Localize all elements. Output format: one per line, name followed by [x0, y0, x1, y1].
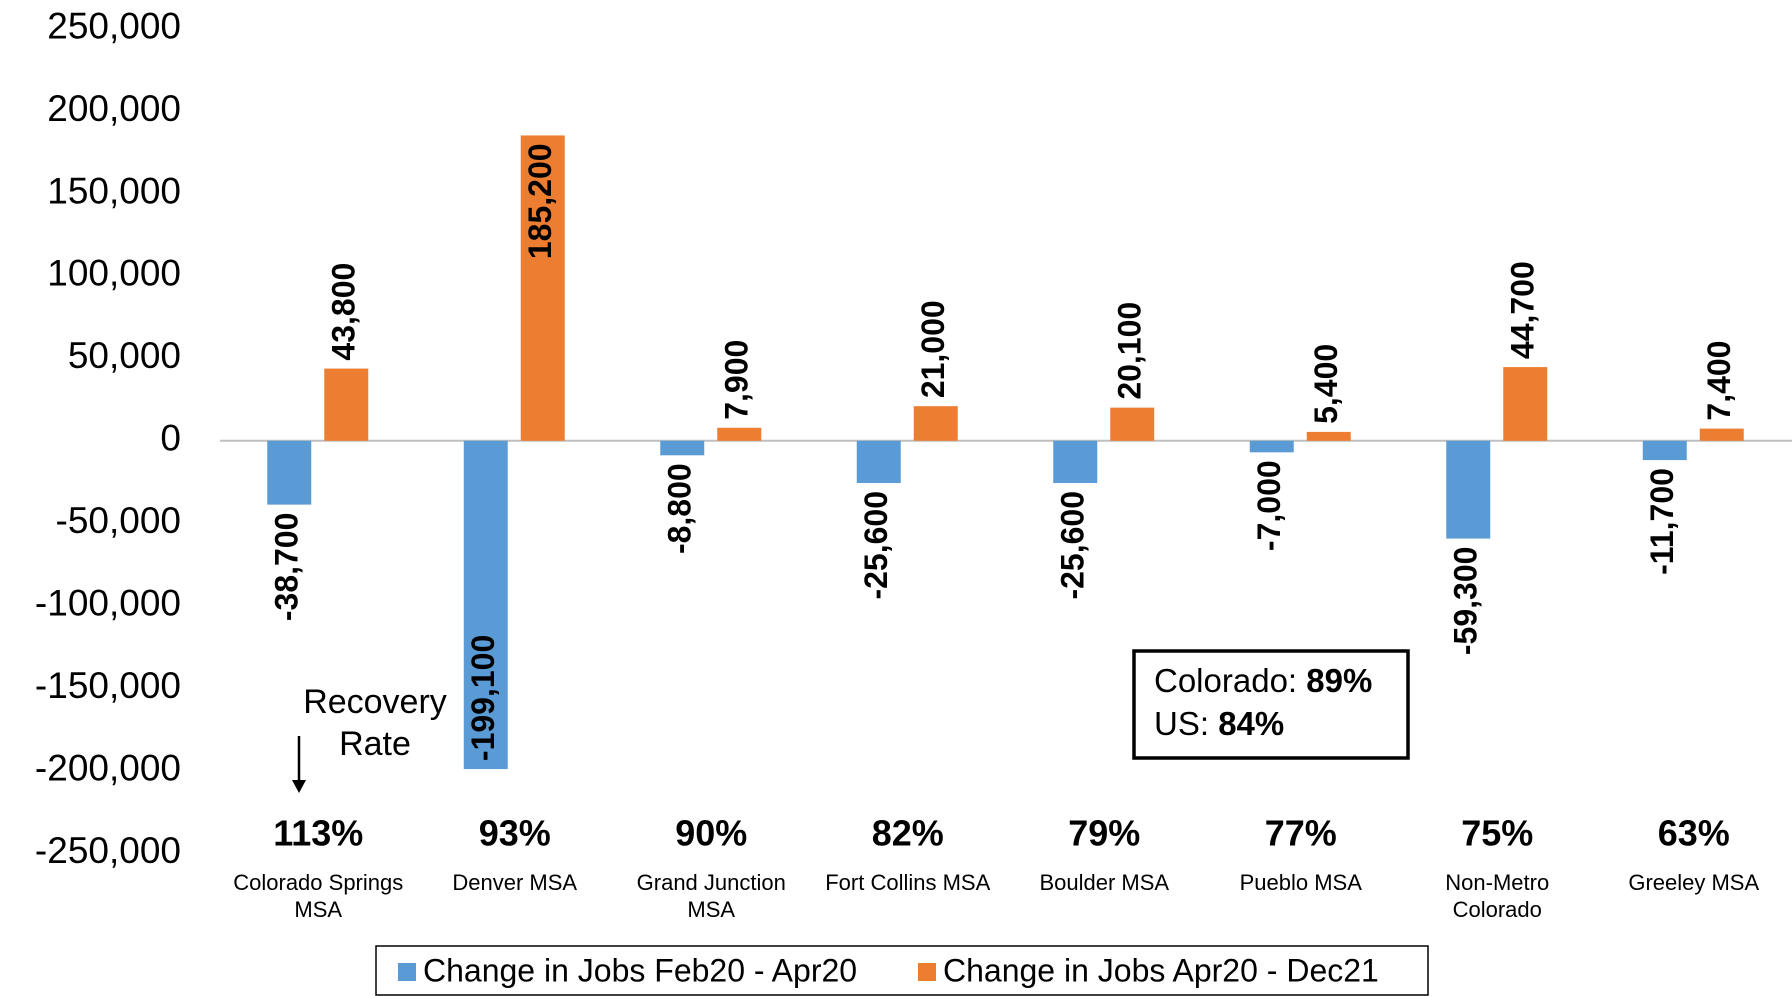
x-tick-label: Colorado Springs [233, 870, 403, 895]
y-tick-label: 150,000 [47, 170, 181, 211]
value-label: -38,700 [269, 513, 305, 622]
recovery-rate: 82% [872, 813, 944, 854]
value-label: 7,900 [719, 340, 755, 420]
arrow-head [292, 780, 306, 793]
bar [856, 440, 901, 484]
bar [1699, 428, 1744, 441]
bar [1446, 440, 1491, 539]
bar [520, 135, 565, 441]
legend-label: Change in Jobs Feb20 - Apr20 [423, 952, 857, 988]
summary-line: US: 84% [1154, 705, 1284, 742]
bar [1306, 431, 1351, 441]
bar [1053, 440, 1098, 484]
y-tick-label: 50,000 [68, 335, 181, 376]
value-label: 20,100 [1112, 302, 1148, 400]
y-tick-label: -200,000 [35, 747, 181, 788]
y-tick-label: 100,000 [47, 253, 181, 294]
value-label: -25,600 [1055, 491, 1091, 600]
value-label: -8,800 [662, 463, 698, 554]
bar [324, 368, 369, 441]
annotation: Recovery [303, 683, 447, 721]
y-tick-label: -250,000 [35, 830, 181, 871]
x-tick-label: Grand Junction [637, 870, 786, 895]
bar [1249, 440, 1294, 453]
value-label: -59,300 [1448, 547, 1484, 656]
y-tick-label: -100,000 [35, 582, 181, 623]
summary-box [1132, 649, 1410, 760]
bar [660, 440, 705, 456]
value-label: 5,400 [1308, 344, 1344, 424]
bar [1110, 407, 1155, 441]
x-tick-label: Pueblo MSA [1240, 870, 1363, 895]
x-tick-label: Non-Metro [1445, 870, 1549, 895]
bar [913, 406, 958, 441]
y-tick-label: 200,000 [47, 88, 181, 129]
legend-label: Change in Jobs Apr20 - Dec21 [943, 952, 1379, 988]
x-tick-label: MSA [687, 897, 735, 922]
value-label: 7,400 [1701, 341, 1737, 421]
recovery-rate: 75% [1461, 813, 1533, 854]
legend-swatch [918, 963, 936, 981]
legend-box [375, 945, 1429, 996]
value-label: -7,000 [1251, 460, 1287, 551]
recovery-rate: 79% [1068, 813, 1140, 854]
bar [267, 440, 312, 505]
x-tick-label: MSA [294, 897, 342, 922]
value-label: 43,800 [326, 263, 362, 361]
value-label: -25,600 [858, 491, 894, 600]
summary-label: Colorado: [1154, 662, 1297, 699]
value-label: 185,200 [522, 143, 558, 259]
y-tick-label: -50,000 [56, 500, 182, 541]
bar [717, 427, 762, 441]
value-label: 44,700 [1505, 261, 1541, 359]
x-tick-label: Boulder MSA [1039, 870, 1169, 895]
recovery-rate: 90% [675, 813, 747, 854]
value-label: -11,700 [1644, 468, 1680, 575]
y-tick-label: 0 [160, 418, 181, 459]
summary-value: 84% [1218, 705, 1284, 742]
x-tick-label: Greeley MSA [1628, 870, 1759, 895]
y-tick-label: 250,000 [47, 5, 181, 46]
bar [1642, 440, 1687, 461]
recovery-rate: 63% [1658, 813, 1730, 854]
x-tick-label: Denver MSA [452, 870, 577, 895]
value-label: -199,100 [465, 635, 501, 761]
recovery-rate: 93% [479, 813, 551, 854]
legend-swatch [398, 963, 416, 981]
summary-value: 89% [1306, 662, 1372, 699]
annotation: Rate [339, 725, 411, 763]
x-tick-label: Fort Collins MSA [825, 870, 990, 895]
y-tick-label: -150,000 [35, 665, 181, 706]
bar [463, 440, 508, 770]
recovery-rate: 113% [273, 813, 363, 854]
bar [1503, 367, 1548, 441]
recovery-rate: 77% [1265, 813, 1337, 854]
summary-line: Colorado: 89% [1154, 662, 1372, 699]
summary-label: US: [1154, 705, 1209, 742]
x-tick-label: Colorado [1453, 897, 1542, 922]
value-label: 21,000 [915, 300, 951, 398]
